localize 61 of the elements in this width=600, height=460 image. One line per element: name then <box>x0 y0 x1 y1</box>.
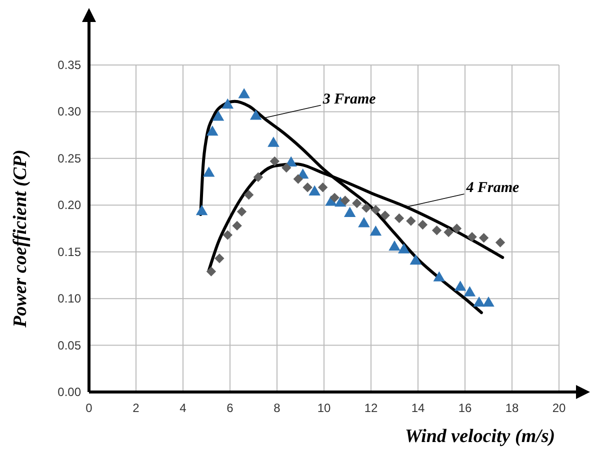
y-tick-label: 0.05 <box>58 338 82 352</box>
x-tick-label: 14 <box>411 401 425 415</box>
point <box>214 254 224 264</box>
point <box>495 238 506 248</box>
point <box>293 174 303 184</box>
point <box>432 226 442 236</box>
point <box>244 190 254 200</box>
point <box>467 232 477 242</box>
point <box>302 182 312 192</box>
x-tick-label: 18 <box>505 401 519 415</box>
y-tick-label: 0.30 <box>58 104 82 119</box>
x-tick-label: 2 <box>132 401 140 415</box>
point <box>380 210 390 220</box>
x-tick-label: 0 <box>86 401 93 415</box>
point <box>270 156 280 166</box>
point <box>282 162 292 173</box>
y-tick-label: 0.35 <box>58 58 82 72</box>
point <box>478 232 489 243</box>
y-tick-label: 0.20 <box>58 198 82 212</box>
point <box>318 182 328 192</box>
point <box>222 230 232 240</box>
x-axis-title: Wind velocity (m/s) <box>404 426 556 447</box>
point <box>394 213 404 224</box>
y-tick-label: 0.10 <box>58 292 82 306</box>
point <box>340 196 350 206</box>
x-tick-label: 20 <box>552 401 566 415</box>
point <box>232 220 242 231</box>
point <box>206 125 218 136</box>
x-tick-label: 4 <box>180 401 187 415</box>
point <box>236 206 247 217</box>
x-tick-label: 8 <box>274 401 281 415</box>
x-tick-label: 10 <box>317 401 331 415</box>
point <box>418 220 428 230</box>
point <box>212 110 224 121</box>
point <box>330 192 340 203</box>
point <box>361 203 372 213</box>
annotation: 3 Frame <box>322 91 376 108</box>
point <box>444 227 454 238</box>
x-tick-label: 16 <box>458 401 472 415</box>
point <box>406 216 416 226</box>
point <box>308 185 320 196</box>
y-tick-label: 0.15 <box>58 244 82 259</box>
y-axis-title: Power coefficient (CP) <box>10 150 31 328</box>
point <box>352 198 362 208</box>
point <box>250 110 262 120</box>
point <box>268 136 280 147</box>
x-tick-label: 12 <box>364 401 378 415</box>
point <box>222 98 234 109</box>
x-tick-label: 6 <box>226 401 234 415</box>
point <box>202 166 215 177</box>
point <box>370 204 381 215</box>
point <box>238 88 250 98</box>
point <box>196 204 208 216</box>
point <box>358 217 370 228</box>
y-tick-label: 0.25 <box>58 151 82 166</box>
annotation: 4 Frame <box>465 180 520 196</box>
point <box>452 224 462 234</box>
point <box>344 206 356 217</box>
point <box>253 172 264 182</box>
point <box>206 266 216 276</box>
y-tick-label: 0.00 <box>58 385 82 399</box>
